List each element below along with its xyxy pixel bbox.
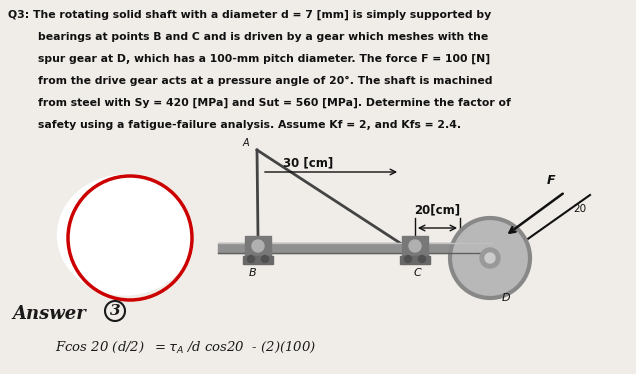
Circle shape <box>409 240 421 252</box>
Text: 20[cm]: 20[cm] <box>414 203 460 216</box>
Text: from the drive gear acts at a pressure angle of 20°. The shaft is machined: from the drive gear acts at a pressure a… <box>8 76 492 86</box>
Bar <box>402 236 428 258</box>
Text: 30 [cm]: 30 [cm] <box>283 156 333 169</box>
Circle shape <box>252 240 264 252</box>
Text: 3: 3 <box>109 304 120 318</box>
Text: 20: 20 <box>573 204 586 214</box>
Circle shape <box>247 255 254 263</box>
Text: Q3: The rotating solid shaft with a diameter d = 7 [mm] is simply supported by: Q3: The rotating solid shaft with a diam… <box>8 10 491 20</box>
Text: from steel with Sy = 420 [MPa] and Sut = 560 [MPa]. Determine the factor of: from steel with Sy = 420 [MPa] and Sut =… <box>8 98 511 108</box>
Bar <box>245 236 271 258</box>
Circle shape <box>418 255 425 263</box>
Circle shape <box>261 255 268 263</box>
Text: bearings at points B and C and is driven by a gear which meshes with the: bearings at points B and C and is driven… <box>8 32 488 42</box>
Text: Fcos 20 (d/2)  $=\tau_A$ /d cos20  - (2)(100): Fcos 20 (d/2) $=\tau_A$ /d cos20 - (2)(1… <box>55 340 316 355</box>
Text: safety using a fatigue-failure analysis. Assume Kf = 2, and Kfs = 2.4.: safety using a fatigue-failure analysis.… <box>8 120 461 130</box>
Circle shape <box>480 248 500 268</box>
Bar <box>400 256 430 264</box>
Text: Answer: Answer <box>12 305 86 323</box>
Text: F: F <box>546 174 555 187</box>
Ellipse shape <box>57 175 193 295</box>
Bar <box>218 243 492 253</box>
Circle shape <box>404 255 411 263</box>
Text: D: D <box>502 293 511 303</box>
Circle shape <box>450 218 530 298</box>
Text: B: B <box>249 268 257 278</box>
Bar <box>243 256 273 264</box>
Text: C: C <box>413 268 421 278</box>
Text: A: A <box>242 138 249 148</box>
Circle shape <box>485 253 495 263</box>
Text: spur gear at D, which has a 100-mm pitch diameter. The force F = 100 [N]: spur gear at D, which has a 100-mm pitch… <box>8 54 490 64</box>
